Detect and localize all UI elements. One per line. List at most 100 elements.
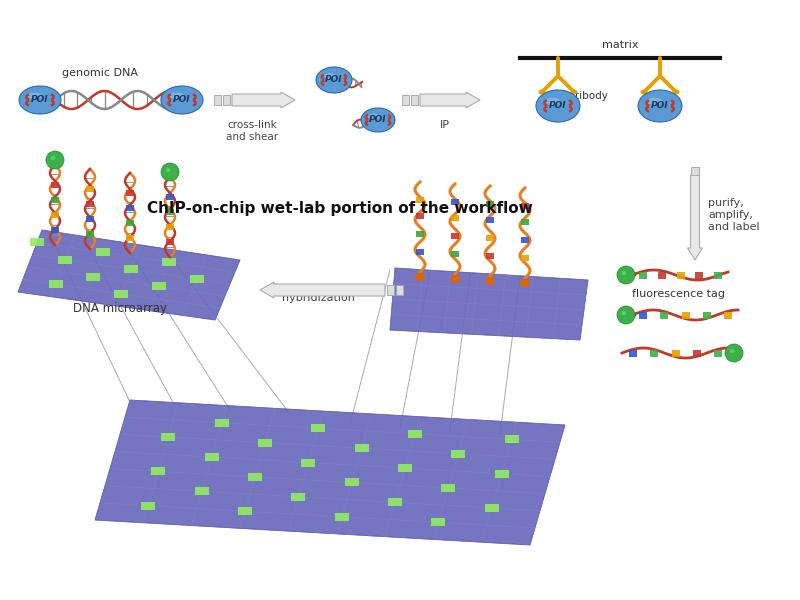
Ellipse shape bbox=[622, 271, 626, 275]
Bar bbox=[190, 275, 204, 283]
Text: hybridization: hybridization bbox=[282, 293, 354, 303]
Ellipse shape bbox=[361, 108, 395, 132]
Bar bbox=[505, 436, 518, 443]
Text: ChIP-on-chip wet-lab portion of the workflow: ChIP-on-chip wet-lab portion of the work… bbox=[147, 200, 533, 215]
Bar bbox=[166, 224, 174, 230]
Bar bbox=[521, 255, 529, 261]
Ellipse shape bbox=[520, 279, 530, 287]
Bar bbox=[86, 186, 94, 192]
Bar bbox=[660, 311, 668, 319]
Bar bbox=[51, 227, 59, 233]
Polygon shape bbox=[420, 92, 480, 108]
Bar bbox=[714, 271, 722, 278]
Bar bbox=[142, 502, 155, 509]
Bar bbox=[451, 199, 459, 205]
Bar bbox=[521, 219, 529, 225]
Bar bbox=[238, 507, 252, 515]
Bar bbox=[451, 233, 459, 239]
Text: DNA microarray: DNA microarray bbox=[73, 302, 167, 315]
Bar bbox=[682, 311, 690, 319]
Ellipse shape bbox=[545, 98, 560, 105]
Ellipse shape bbox=[730, 349, 734, 353]
Bar bbox=[416, 197, 424, 203]
Ellipse shape bbox=[19, 86, 61, 114]
Bar bbox=[388, 499, 402, 506]
Bar bbox=[248, 473, 262, 481]
Bar bbox=[695, 271, 703, 278]
Bar bbox=[494, 470, 509, 478]
Ellipse shape bbox=[638, 90, 682, 122]
Bar bbox=[151, 467, 166, 475]
Ellipse shape bbox=[27, 92, 42, 99]
Polygon shape bbox=[232, 92, 295, 108]
Ellipse shape bbox=[485, 277, 495, 285]
Bar bbox=[416, 213, 424, 219]
Bar bbox=[166, 194, 174, 200]
Polygon shape bbox=[18, 230, 240, 320]
Ellipse shape bbox=[536, 90, 580, 122]
Bar bbox=[671, 349, 679, 356]
Ellipse shape bbox=[617, 266, 635, 284]
Ellipse shape bbox=[50, 156, 55, 160]
Ellipse shape bbox=[646, 98, 662, 105]
Text: cross-link
and shear: cross-link and shear bbox=[226, 120, 278, 142]
Bar bbox=[485, 504, 498, 512]
Bar bbox=[677, 271, 685, 278]
Bar bbox=[431, 518, 446, 526]
Bar bbox=[451, 450, 466, 458]
Polygon shape bbox=[390, 268, 588, 340]
Bar bbox=[58, 256, 72, 263]
Bar bbox=[86, 216, 94, 222]
Bar bbox=[214, 95, 221, 105]
Bar bbox=[724, 311, 732, 319]
Ellipse shape bbox=[725, 344, 743, 362]
Bar bbox=[402, 95, 409, 105]
Text: purify,
amplify,
and label: purify, amplify, and label bbox=[708, 199, 760, 232]
Bar bbox=[51, 182, 59, 188]
Ellipse shape bbox=[170, 92, 184, 99]
Bar bbox=[408, 430, 422, 438]
Ellipse shape bbox=[570, 89, 578, 94]
Bar bbox=[486, 217, 494, 223]
Bar bbox=[714, 349, 722, 356]
Bar bbox=[451, 251, 459, 257]
Bar bbox=[162, 258, 176, 266]
Ellipse shape bbox=[316, 67, 352, 93]
Text: POI: POI bbox=[173, 95, 191, 104]
Bar bbox=[194, 487, 209, 495]
Bar bbox=[126, 205, 134, 211]
Bar bbox=[166, 239, 174, 245]
Ellipse shape bbox=[622, 311, 626, 315]
Bar bbox=[629, 349, 637, 356]
Bar bbox=[30, 238, 44, 247]
Bar bbox=[521, 237, 529, 243]
Bar bbox=[486, 235, 494, 241]
Bar bbox=[86, 201, 94, 207]
Bar bbox=[96, 248, 110, 256]
Bar bbox=[396, 285, 403, 295]
Bar bbox=[124, 265, 138, 274]
Text: matrix: matrix bbox=[602, 40, 638, 50]
Bar bbox=[126, 235, 134, 241]
Bar bbox=[214, 419, 229, 427]
Bar bbox=[86, 273, 101, 281]
Bar bbox=[486, 201, 494, 207]
Bar bbox=[650, 349, 658, 356]
Bar bbox=[691, 167, 699, 175]
Bar bbox=[311, 424, 326, 432]
Text: POI: POI bbox=[651, 101, 669, 110]
Ellipse shape bbox=[161, 86, 203, 114]
Bar bbox=[345, 478, 358, 487]
Polygon shape bbox=[260, 282, 385, 298]
Bar bbox=[354, 444, 369, 452]
Text: IP: IP bbox=[440, 120, 450, 130]
Ellipse shape bbox=[673, 89, 679, 94]
Bar bbox=[416, 231, 424, 237]
Bar bbox=[387, 285, 394, 295]
Bar bbox=[416, 249, 424, 255]
Bar bbox=[521, 203, 529, 209]
Bar bbox=[223, 95, 230, 105]
Bar bbox=[126, 190, 134, 196]
Ellipse shape bbox=[641, 89, 647, 94]
Bar bbox=[302, 458, 315, 467]
